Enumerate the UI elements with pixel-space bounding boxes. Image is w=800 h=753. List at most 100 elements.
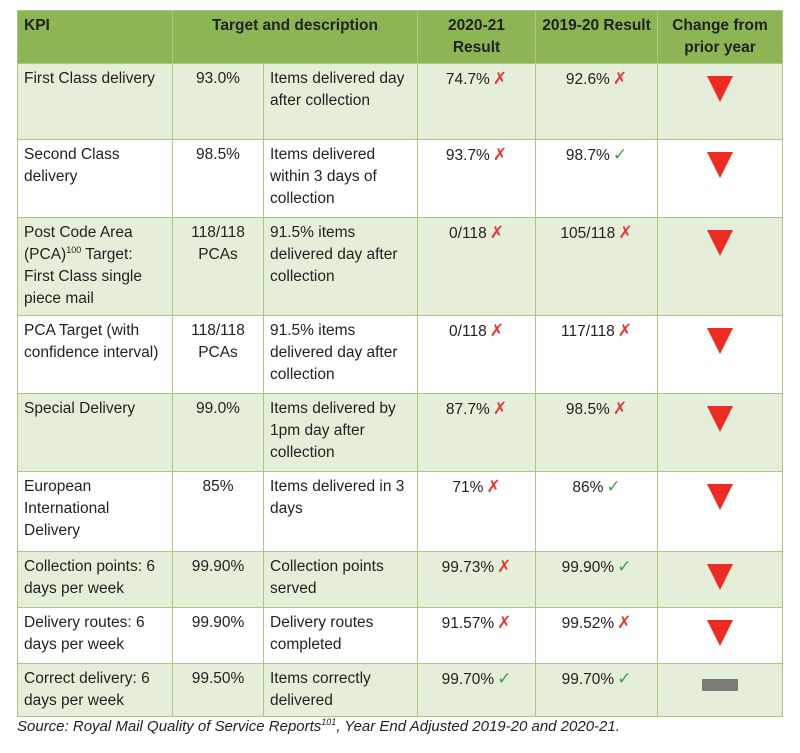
table-row: Post Code Area (PCA)100 Target: First Cl… (17, 217, 783, 316)
target-description: Items delivered by 1pm day after collect… (263, 393, 418, 472)
result-2020-21: 93.7% ✗ (417, 139, 536, 218)
result-2020-21: 74.7% ✗ (417, 63, 536, 140)
cross-icon: ✗ (612, 69, 628, 88)
footnote-marker: 101 (321, 717, 337, 727)
down-arrow-icon (707, 76, 733, 102)
result-2020-21: 87.7% ✗ (417, 393, 536, 472)
cross-icon: ✗ (617, 613, 632, 632)
kpi-table: KPI Target and description 2020-21 Resul… (17, 10, 783, 717)
table-row: Delivery routes: 6 days per week 99.90% … (17, 607, 783, 664)
down-arrow-icon (707, 328, 733, 354)
target-value: 85% (172, 471, 264, 552)
target-value: 118/118 PCAs (172, 217, 264, 316)
result-2019-20: 105/118 ✗ (535, 217, 658, 316)
target-description: Items delivered day after collection (263, 63, 418, 140)
change-cell (657, 217, 783, 316)
down-arrow-icon (707, 230, 733, 256)
header-target: Target and description (172, 10, 418, 64)
target-description: Items correctly delivered (263, 663, 418, 717)
kpi-name: PCA Target (with confidence interval) (17, 315, 173, 394)
change-cell (657, 663, 783, 717)
cross-icon: ✗ (497, 613, 512, 632)
change-cell (657, 315, 783, 394)
target-value: 93.0% (172, 63, 264, 140)
cross-icon: ✗ (486, 477, 501, 496)
down-arrow-icon (707, 152, 733, 178)
result-2019-20: 86% ✓ (535, 471, 658, 552)
kpi-name: European International Delivery (17, 471, 173, 552)
result-2019-20: 99.52% ✗ (535, 607, 658, 664)
cross-icon: ✗ (489, 223, 504, 242)
header-row: KPI Target and description 2020-21 Resul… (17, 10, 783, 64)
cross-icon: ✗ (497, 557, 512, 576)
table-row: Correct delivery: 6 days per week 99.50%… (17, 663, 783, 717)
target-description: Collection points served (263, 551, 418, 608)
tick-icon: ✓ (606, 477, 621, 496)
footnote-marker: 100 (66, 244, 82, 255)
cross-icon: ✗ (617, 321, 632, 340)
down-arrow-icon (707, 620, 733, 646)
result-2019-20: 99.90% ✓ (535, 551, 658, 608)
result-2019-20: 99.70% ✓ (535, 663, 658, 717)
target-value: 99.50% (172, 663, 264, 717)
change-cell (657, 551, 783, 608)
table-row: First Class delivery 93.0% Items deliver… (17, 63, 783, 140)
result-2019-20: 98.5% ✗ (535, 393, 658, 472)
target-value: 118/118 PCAs (172, 315, 264, 394)
kpi-name: Collection points: 6 days per week (17, 551, 173, 608)
result-2019-20: 92.6% ✗ (535, 63, 658, 140)
table-row: Special Delivery 99.0% Items delivered b… (17, 393, 783, 472)
change-cell (657, 393, 783, 472)
change-cell (657, 139, 783, 218)
target-description: Delivery routes completed (263, 607, 418, 664)
tick-icon: ✓ (612, 145, 628, 164)
result-2019-20: 117/118 ✗ (535, 315, 658, 394)
kpi-name: Second Class delivery (17, 139, 173, 218)
cross-icon: ✗ (492, 69, 508, 88)
cross-icon: ✗ (492, 145, 508, 164)
header-result-2020-21: 2020-21 Result (417, 10, 536, 64)
table-row: European International Delivery 85% Item… (17, 471, 783, 552)
kpi-table-body: First Class delivery 93.0% Items deliver… (17, 63, 783, 717)
cross-icon: ✗ (612, 399, 628, 418)
result-2020-21: 71% ✗ (417, 471, 536, 552)
down-arrow-icon (707, 484, 733, 510)
result-2020-21: 99.73% ✗ (417, 551, 536, 608)
cross-icon: ✗ (492, 399, 508, 418)
kpi-name: Correct delivery: 6 days per week (17, 663, 173, 717)
cross-icon: ✗ (489, 321, 504, 340)
cross-icon: ✗ (618, 223, 633, 242)
table-row: PCA Target (with confidence interval) 11… (17, 315, 783, 394)
tick-icon: ✓ (617, 669, 632, 688)
header-kpi: KPI (17, 10, 173, 64)
target-value: 99.0% (172, 393, 264, 472)
target-description: Items delivered within 3 days of collect… (263, 139, 418, 218)
table-row: Second Class delivery 98.5% Items delive… (17, 139, 783, 218)
down-arrow-icon (707, 406, 733, 432)
result-2020-21: 99.70% ✓ (417, 663, 536, 717)
header-change: Change from prior year (657, 10, 783, 64)
change-cell (657, 471, 783, 552)
no-change-icon (702, 679, 738, 691)
result-2020-21: 0/118 ✗ (417, 315, 536, 394)
kpi-name: Special Delivery (17, 393, 173, 472)
result-2020-21: 0/118 ✗ (417, 217, 536, 316)
down-arrow-icon (707, 564, 733, 590)
tick-icon: ✓ (497, 669, 512, 688)
target-description: Items delivered in 3 days (263, 471, 418, 552)
change-cell (657, 607, 783, 664)
result-2019-20: 98.7% ✓ (535, 139, 658, 218)
kpi-name: First Class delivery (17, 63, 173, 140)
table-row: Collection points: 6 days per week 99.90… (17, 551, 783, 608)
result-2020-21: 91.57% ✗ (417, 607, 536, 664)
target-value: 99.90% (172, 607, 264, 664)
target-value: 99.90% (172, 551, 264, 608)
header-result-2019-20: 2019-20 Result (535, 10, 658, 64)
target-description: 91.5% items delivered day after collecti… (263, 217, 418, 316)
change-cell (657, 63, 783, 140)
target-description: 91.5% items delivered day after collecti… (263, 315, 418, 394)
target-value: 98.5% (172, 139, 264, 218)
kpi-name: Post Code Area (PCA)100 Target: First Cl… (17, 217, 173, 316)
tick-icon: ✓ (617, 557, 632, 576)
kpi-name: Delivery routes: 6 days per week (17, 607, 173, 664)
